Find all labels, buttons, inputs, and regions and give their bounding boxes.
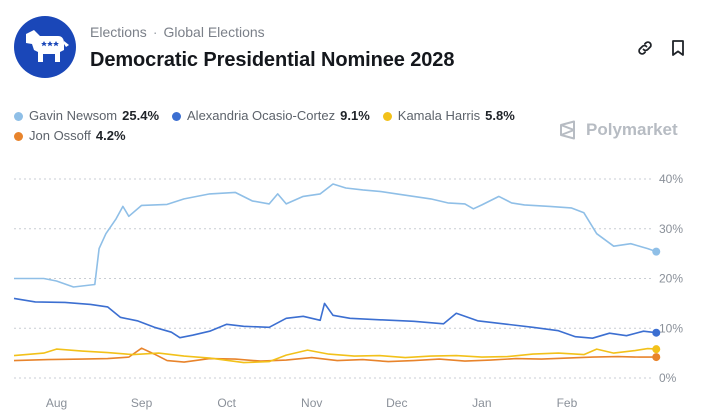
legend-name: Alexandria Ocasio-Cortez: [187, 108, 336, 123]
legend-item-jon-ossoff[interactable]: Jon Ossoff 4.2%: [14, 126, 126, 146]
page-title: Democratic Presidential Nominee 2028: [90, 49, 455, 71]
legend-item-kamala-harris[interactable]: Kamala Harris 5.8%: [382, 106, 515, 126]
bookmark-icon: [672, 40, 684, 56]
legend-value: 9.1%: [340, 108, 370, 123]
series-end-marker: [652, 345, 661, 354]
polymarket-label: Polymarket: [586, 120, 678, 139]
y-tick-label: 20%: [659, 272, 683, 286]
polymarket-watermark: Polymarket: [557, 119, 678, 141]
bookmark-button[interactable]: [668, 38, 688, 58]
series-line-kamala-harris: [13, 347, 657, 364]
breadcrumb-global-elections[interactable]: Global Elections: [163, 24, 265, 40]
legend-item-alexandria-ocasio-cortez[interactable]: Alexandria Ocasio-Cortez 9.1%: [172, 106, 370, 126]
democratic-donkey-icon: [14, 16, 76, 78]
x-tick-label: Nov: [301, 396, 322, 410]
x-tick-label: Sep: [131, 396, 153, 410]
price-history-chart[interactable]: 40% 30% 20% 10% 0% Aug Sep Oct Nov Dec Jan Feb: [0, 168, 705, 420]
legend-item-gavin-newsom[interactable]: Gavin Newsom 25.4%: [14, 106, 159, 126]
legend-name: Kamala Harris: [397, 108, 481, 123]
link-icon: [638, 41, 652, 55]
legend-dot: [382, 111, 392, 121]
y-tick-label: 40%: [659, 172, 683, 186]
series-end-marker: [652, 353, 661, 362]
copy-link-button[interactable]: [635, 38, 655, 58]
breadcrumb-elections[interactable]: Elections: [90, 24, 147, 40]
series-line-gavin-newsom: [14, 183, 657, 288]
legend-value: 25.4%: [122, 108, 160, 123]
series-line-jon-ossoff: [13, 347, 657, 363]
series-end-marker: [652, 247, 661, 256]
y-tick-label: 0%: [659, 371, 677, 385]
legend-name: Gavin Newsom: [29, 108, 118, 123]
legend-name: Jon Ossoff: [29, 128, 91, 143]
x-tick-label: Jan: [472, 396, 491, 410]
legend-dot: [172, 111, 182, 121]
legend-value: 5.8%: [485, 108, 515, 123]
x-tick-label: Dec: [386, 396, 407, 410]
x-tick-label: Aug: [46, 396, 67, 410]
legend-dot: [14, 131, 23, 141]
legend-dot: [14, 111, 23, 121]
polymarket-logo-icon: [560, 120, 575, 140]
x-tick-label: Feb: [557, 396, 578, 410]
series-end-marker: [652, 328, 661, 337]
legend-value: 4.2%: [95, 128, 126, 143]
x-tick-label: Oct: [217, 396, 236, 410]
y-tick-label: 30%: [659, 222, 683, 236]
chart-legend: Gavin Newsom 25.4% Alexandria Ocasio-Cor…: [14, 106, 554, 146]
series-line-alexandria-ocasio-cortez: [13, 297, 657, 339]
y-tick-label: 10%: [659, 321, 683, 335]
breadcrumb: Elections · Global Elections: [90, 24, 265, 40]
breadcrumb-separator: ·: [152, 24, 158, 40]
